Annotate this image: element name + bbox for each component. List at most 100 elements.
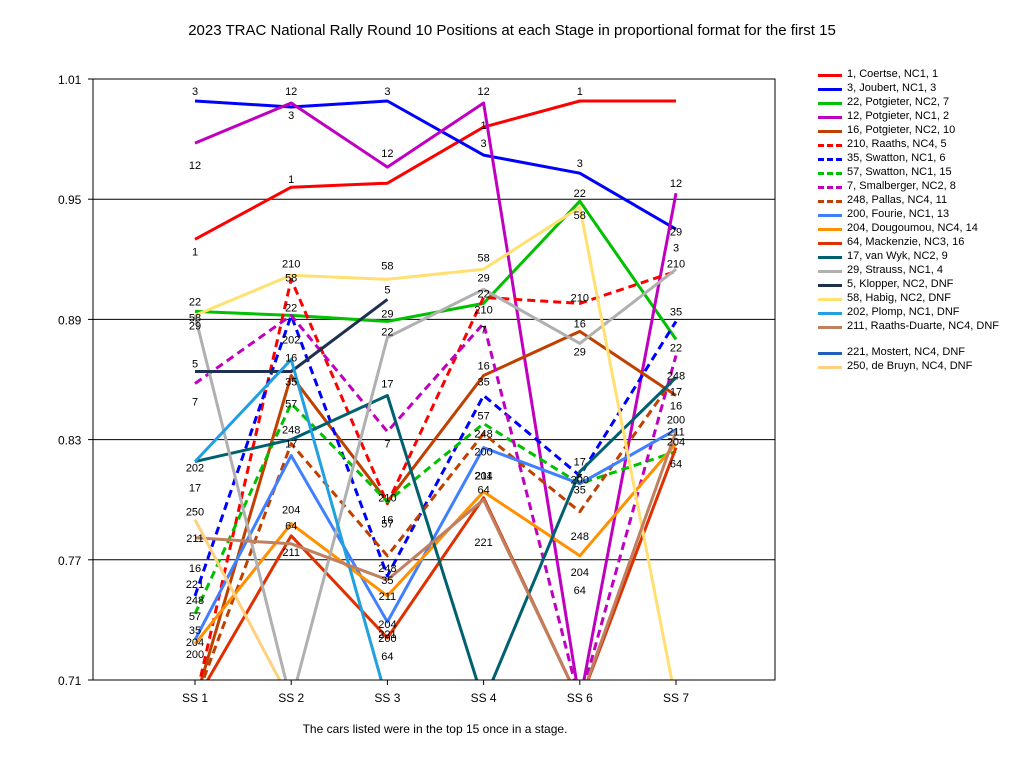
legend-item: 29, Strauss, NC1, 4 xyxy=(818,264,1018,278)
legend-swatch xyxy=(818,144,842,147)
point-label: 12 xyxy=(285,86,297,98)
legend-swatch xyxy=(818,200,842,203)
point-label: 248 xyxy=(378,563,396,575)
point-labels: 3121225829572021725021116221248573520420… xyxy=(186,86,685,663)
legend-item: 204, Dougoumou, NC4, 14 xyxy=(818,222,1018,236)
point-label: 200 xyxy=(571,475,589,487)
legend-item: 248, Pallas, NC4, 11 xyxy=(818,194,1018,208)
point-label: 16 xyxy=(574,318,586,330)
point-label: 5 xyxy=(384,284,390,296)
legend-item: 64, Mackenzie, NC3, 16 xyxy=(818,236,1018,250)
y-tick-label: 0.95 xyxy=(58,193,82,207)
point-label: 35 xyxy=(381,575,393,587)
point-label: 16 xyxy=(477,360,489,372)
legend-label: 35, Swatton, NC1, 6 xyxy=(847,152,946,164)
point-label: 248 xyxy=(474,429,492,441)
point-label: 204 xyxy=(282,505,300,517)
point-label: 57 xyxy=(285,399,297,411)
point-label: 7 xyxy=(192,397,198,409)
point-label: 29 xyxy=(574,346,586,358)
point-label: 5 xyxy=(577,473,583,485)
point-label: 204 xyxy=(186,637,204,649)
point-label: 22 xyxy=(285,302,297,314)
series-line xyxy=(193,428,677,641)
legend-swatch xyxy=(818,298,842,301)
point-label: 211 xyxy=(475,471,493,483)
point-label: 64 xyxy=(574,585,586,597)
point-label: 1 xyxy=(192,246,198,258)
series-line xyxy=(194,199,678,341)
legend-swatch xyxy=(818,130,842,133)
axes: 1.01 0.95 0.89 0.83 0.77 0.71 SS 1 SS 2 SS 3 SS 4… xyxy=(58,73,776,705)
point-label: 57 xyxy=(189,611,201,623)
x-tick-label: SS 2 xyxy=(278,691,304,705)
legend-swatch xyxy=(818,88,842,91)
legend-label: 200, Fourie, NC1, 13 xyxy=(847,208,950,220)
legend-item: 211, Raaths-Duarte, NC4, DNF xyxy=(818,320,1018,346)
point-label: 29 xyxy=(189,320,201,332)
legend-swatch xyxy=(818,312,842,315)
point-label: 1 xyxy=(481,120,487,132)
series-line xyxy=(194,313,678,680)
point-label: 16 xyxy=(285,352,297,364)
point-label: 17 xyxy=(574,457,586,469)
point-label: 210 xyxy=(378,493,396,505)
series-lines xyxy=(193,99,678,680)
legend-item: 22, Potgieter, NC2, 7 xyxy=(818,96,1018,110)
point-label: 211 xyxy=(282,547,300,559)
point-label: 12 xyxy=(189,160,201,172)
series-line xyxy=(201,374,678,680)
x-tick-label: SS 3 xyxy=(374,691,400,705)
point-label: 5 xyxy=(192,358,198,370)
legend-swatch xyxy=(818,270,842,273)
point-label: 248 xyxy=(667,370,685,382)
point-label: 12 xyxy=(381,148,393,160)
series-line xyxy=(193,268,677,680)
legend-swatch xyxy=(818,158,842,161)
legend-item: 1, Coertse, NC1, 1 xyxy=(818,68,1018,82)
y-tick-label: 1.01 xyxy=(58,73,82,87)
series-line xyxy=(194,99,677,231)
point-label: 64 xyxy=(285,521,297,533)
point-label: 210 xyxy=(571,292,589,304)
series-line xyxy=(194,431,678,680)
point-label: 202 xyxy=(186,463,204,475)
legend: 1, Coertse, NC1, 1 3, Joubert, NC1, 3 22, … xyxy=(818,68,1018,374)
legend-label: 16, Potgieter, NC2, 10 xyxy=(847,124,956,136)
point-label: 211 xyxy=(379,591,397,603)
point-label: 7 xyxy=(481,324,487,336)
point-label: 1 xyxy=(577,86,583,98)
point-label: 29 xyxy=(381,308,393,320)
legend-swatch xyxy=(818,326,842,329)
legend-item: 17, van Wyk, NC2, 9 xyxy=(818,250,1018,264)
legend-swatch xyxy=(818,228,842,231)
series-line xyxy=(194,101,678,680)
plot-frame xyxy=(92,78,776,681)
legend-label: 3, Joubert, NC1, 3 xyxy=(847,82,937,94)
series-line xyxy=(193,313,678,597)
point-label: 22 xyxy=(381,326,393,338)
point-label: 200 xyxy=(378,633,396,645)
point-label: 17 xyxy=(670,387,682,399)
legend-swatch xyxy=(818,186,842,189)
series-line xyxy=(194,376,678,680)
legend-item: 210, Raaths, NC4, 5 xyxy=(818,138,1018,152)
point-label: 35 xyxy=(477,377,489,389)
point-label: 22 xyxy=(574,188,586,200)
point-label: 16 xyxy=(670,401,682,413)
point-label: 22 xyxy=(670,342,682,354)
point-label: 204 xyxy=(474,471,492,483)
series-line xyxy=(199,329,677,680)
point-label: 210 xyxy=(667,258,685,270)
point-label: 57 xyxy=(381,519,393,531)
point-label: 204 xyxy=(571,567,589,579)
x-tick-label: SS 1 xyxy=(182,691,208,705)
legend-item: 12, Potgieter, NC1, 2 xyxy=(818,110,1018,124)
legend-label: 58, Habig, NC2, DNF xyxy=(847,292,951,304)
series-line xyxy=(193,358,383,680)
legend-swatch xyxy=(818,284,842,287)
point-label: 64 xyxy=(477,485,489,497)
point-label: 248 xyxy=(282,425,300,437)
legend-item: 200, Fourie, NC1, 13 xyxy=(818,208,1018,222)
